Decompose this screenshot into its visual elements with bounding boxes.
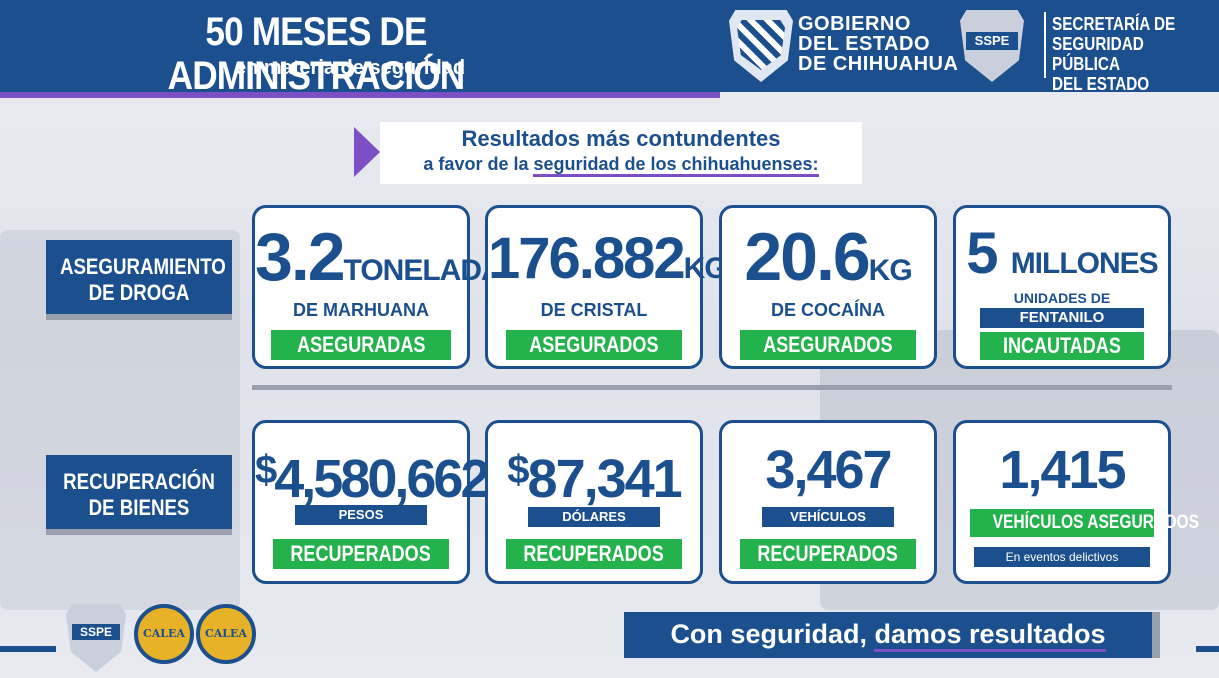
stat-note: En eventos delictivos <box>974 547 1150 567</box>
sspe-badge-label: SSPE <box>966 32 1018 50</box>
stat-status-badge: ASEGURADOS <box>740 330 916 360</box>
stat-item: VEHÍCULOS <box>762 507 894 527</box>
stat-number: 3,467 <box>765 440 892 500</box>
page-title: 50 MESES DE ADMINISTRACIÓN <box>167 10 466 98</box>
stat-value: 20.6KG <box>722 220 934 308</box>
stat-status-text: ASEGURADOS <box>529 332 659 357</box>
gob-line-2: DEL ESTADO <box>798 33 931 55</box>
stat-card-fentanilo: 5 MILLONES UNIDADES DE FENTANILO INCAUTA… <box>953 205 1171 369</box>
stat-value: 176.882KG <box>488 226 728 302</box>
footer-line-right <box>1196 646 1219 652</box>
stat-item: DE MARHUANA <box>293 300 429 320</box>
stat-status-badge: RECUPERADOS <box>273 539 449 569</box>
stat-number: 1,415 <box>999 440 1126 500</box>
stat-status-badge: ASEGURADOS <box>506 330 682 360</box>
calea-seal-icon-2: CALEA <box>196 604 256 664</box>
headline-banner <box>380 122 862 184</box>
section-label-bienes-line-1: RECUPERACIÓN <box>63 469 215 494</box>
stat-unit: KG <box>868 254 913 287</box>
stat-currency: $ <box>255 448 277 492</box>
headline-line-1: Resultados más contundentes <box>461 126 781 151</box>
stat-card-marihuana: 3.2TONELADAS DE MARHUANA ASEGURADAS <box>252 205 522 369</box>
section-label-droga-line-1: ASEGURAMIENTO <box>59 254 226 279</box>
stat-item: DE CRISTAL <box>540 300 648 320</box>
stat-status-badge: VEHÍCULOS ASEGURADOS <box>970 509 1199 537</box>
stat-status-text: VEHÍCULOS ASEGURADOS <box>992 512 1199 533</box>
stat-card-pesos: $4,580,662 PESOS RECUPERADOS <box>252 420 490 584</box>
header-divider <box>1044 12 1046 78</box>
stat-item: PESOS <box>295 505 427 525</box>
headline-line-2-underlined: seguridad de los chihuahuenses: <box>533 154 819 177</box>
header-accent-stripe <box>0 92 720 98</box>
stat-value: 3.2TONELADAS <box>255 219 522 308</box>
gobierno-logo-text: GOBIERNO DEL ESTADO DE CHIHUAHUA <box>798 14 958 74</box>
stat-value: 5 MILLONES <box>956 222 1168 296</box>
headline-line-2-prefix: a favor de la <box>423 154 534 174</box>
stat-number: 176.882 <box>488 226 686 291</box>
headline-line-2: a favor de la seguridad de los chihuahue… <box>380 153 862 177</box>
stat-status-text: RECUPERADOS <box>290 541 432 566</box>
stat-number: 20.6 <box>744 219 870 295</box>
stat-item: DE COCAÍNA <box>770 300 885 320</box>
stat-status-badge: RECUPERADOS <box>740 539 916 569</box>
page-subtitle: en materia de seguridad <box>234 57 466 79</box>
section-label-bienes-line-2: DE BIENES <box>88 495 190 520</box>
row-separator <box>252 385 1172 390</box>
stat-value: $4,580,662 <box>255 439 490 510</box>
stat-number: 87,341 <box>527 449 683 509</box>
stat-item: DÓLARES <box>528 507 660 527</box>
stat-status-badge: INCAUTADAS <box>980 332 1144 360</box>
stat-number: 5 <box>966 221 998 286</box>
stat-status-badge: RECUPERADOS <box>506 539 682 569</box>
stat-status-badge: ASEGURADAS <box>271 330 451 360</box>
gob-line-1: GOBIERNO <box>798 13 911 35</box>
slogan-underlined: damos resultados <box>874 619 1106 652</box>
stat-item: UNIDADES DE <box>1013 290 1111 306</box>
slogan-prefix: Con seguridad, <box>670 619 875 649</box>
stat-card-cristal: 176.882KG DE CRISTAL ASEGURADOS <box>485 205 728 369</box>
slogan-banner: Con seguridad, damos resultados <box>624 612 1160 658</box>
stat-unit: MILLONES <box>1010 247 1159 280</box>
stat-card-vehiculos-asegurados: 1,415 VEHÍCULOS ASEGURADOS En eventos de… <box>953 420 1199 584</box>
stat-status-text: ASEGURADAS <box>296 332 426 357</box>
stat-status-text: RECUPERADOS <box>523 541 665 566</box>
stat-item-secondary: FENTANILO <box>980 308 1144 328</box>
stat-status-text: RECUPERADOS <box>757 541 899 566</box>
section-label-bienes: RECUPERACIÓN DE BIENES <box>46 455 232 535</box>
calea-seal-icon: CALEA <box>134 604 194 664</box>
sec-line-1: SECRETARÍA DE <box>1052 14 1176 34</box>
stat-value: $87,341 <box>488 439 700 510</box>
stat-value: 1,415 <box>956 439 1168 501</box>
banner-arrow-icon <box>354 127 380 177</box>
sec-line-3: DEL ESTADO <box>1052 74 1150 94</box>
stat-card-vehiculos: 3,467 VEHÍCULOS RECUPERADOS <box>719 420 937 584</box>
stat-number: 4,580,662 <box>274 449 490 509</box>
stat-value: 3,467 <box>722 439 934 501</box>
stat-card-dolares: $87,341 DÓLARES RECUPERADOS <box>485 420 703 584</box>
stat-status-text: ASEGURADOS <box>763 332 893 357</box>
section-label-droga: ASEGURAMIENTO DE DROGA <box>46 240 232 320</box>
secretaria-logo-text: SECRETARÍA DE SEGURIDAD PÚBLICA DEL ESTA… <box>1052 14 1214 94</box>
section-label-droga-line-2: DE DROGA <box>88 280 190 305</box>
stat-status-text: INCAUTADAS <box>1003 333 1121 358</box>
stat-currency: $ <box>507 448 529 492</box>
sec-line-2: SEGURIDAD PÚBLICA <box>1052 34 1144 74</box>
gob-line-3: DE CHIHUAHUA <box>798 53 959 75</box>
sspe-footer-badge-label: SSPE <box>72 624 120 640</box>
stat-card-cocaina: 20.6KG DE COCAÍNA ASEGURADOS <box>719 205 937 369</box>
stat-number: 3.2 <box>255 219 346 295</box>
footer-line-left <box>0 646 56 652</box>
